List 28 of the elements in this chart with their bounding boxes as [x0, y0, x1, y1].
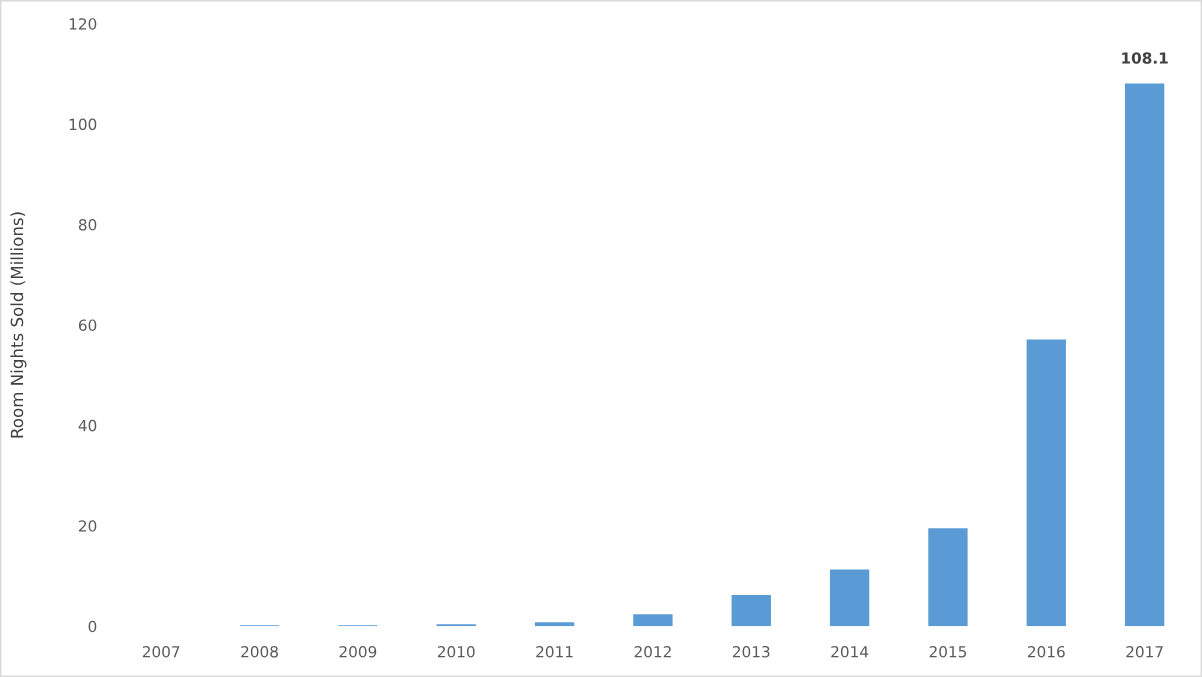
- bar: [731, 595, 771, 627]
- y-tick-label: 20: [78, 520, 97, 532]
- x-tick-label: 2007: [142, 645, 180, 658]
- bar: [1026, 339, 1066, 627]
- x-tick-label: 2011: [536, 645, 573, 658]
- bar: [829, 569, 870, 627]
- y-tick-label: 60: [78, 319, 97, 331]
- x-tick-label: 2016: [1027, 645, 1065, 658]
- bar: [928, 528, 968, 627]
- bar: [534, 622, 575, 627]
- y-tick-label: 0: [88, 620, 97, 633]
- y-tick-label: 80: [78, 219, 97, 231]
- y-tick-label: 120: [69, 18, 97, 30]
- x-tick-label: 2013: [732, 645, 770, 658]
- bar: [633, 614, 673, 627]
- y-axis-title: Room Nights Sold (Millions): [10, 212, 27, 438]
- bar: [1124, 83, 1165, 627]
- x-tick-label: 2008: [241, 645, 278, 658]
- y-tick-label: 100: [69, 118, 97, 131]
- y-tick-label: 40: [78, 419, 97, 432]
- x-tick-label: 2015: [929, 645, 967, 658]
- bar: [436, 624, 476, 627]
- x-tick-label: 2010: [437, 645, 475, 658]
- x-tick-label: 2017: [1126, 645, 1163, 658]
- x-tick-label: 2014: [831, 645, 869, 658]
- x-tick-label: 2009: [339, 645, 377, 658]
- x-tick-label: 2012: [634, 645, 671, 658]
- data-label: 108.1: [1122, 52, 1168, 64]
